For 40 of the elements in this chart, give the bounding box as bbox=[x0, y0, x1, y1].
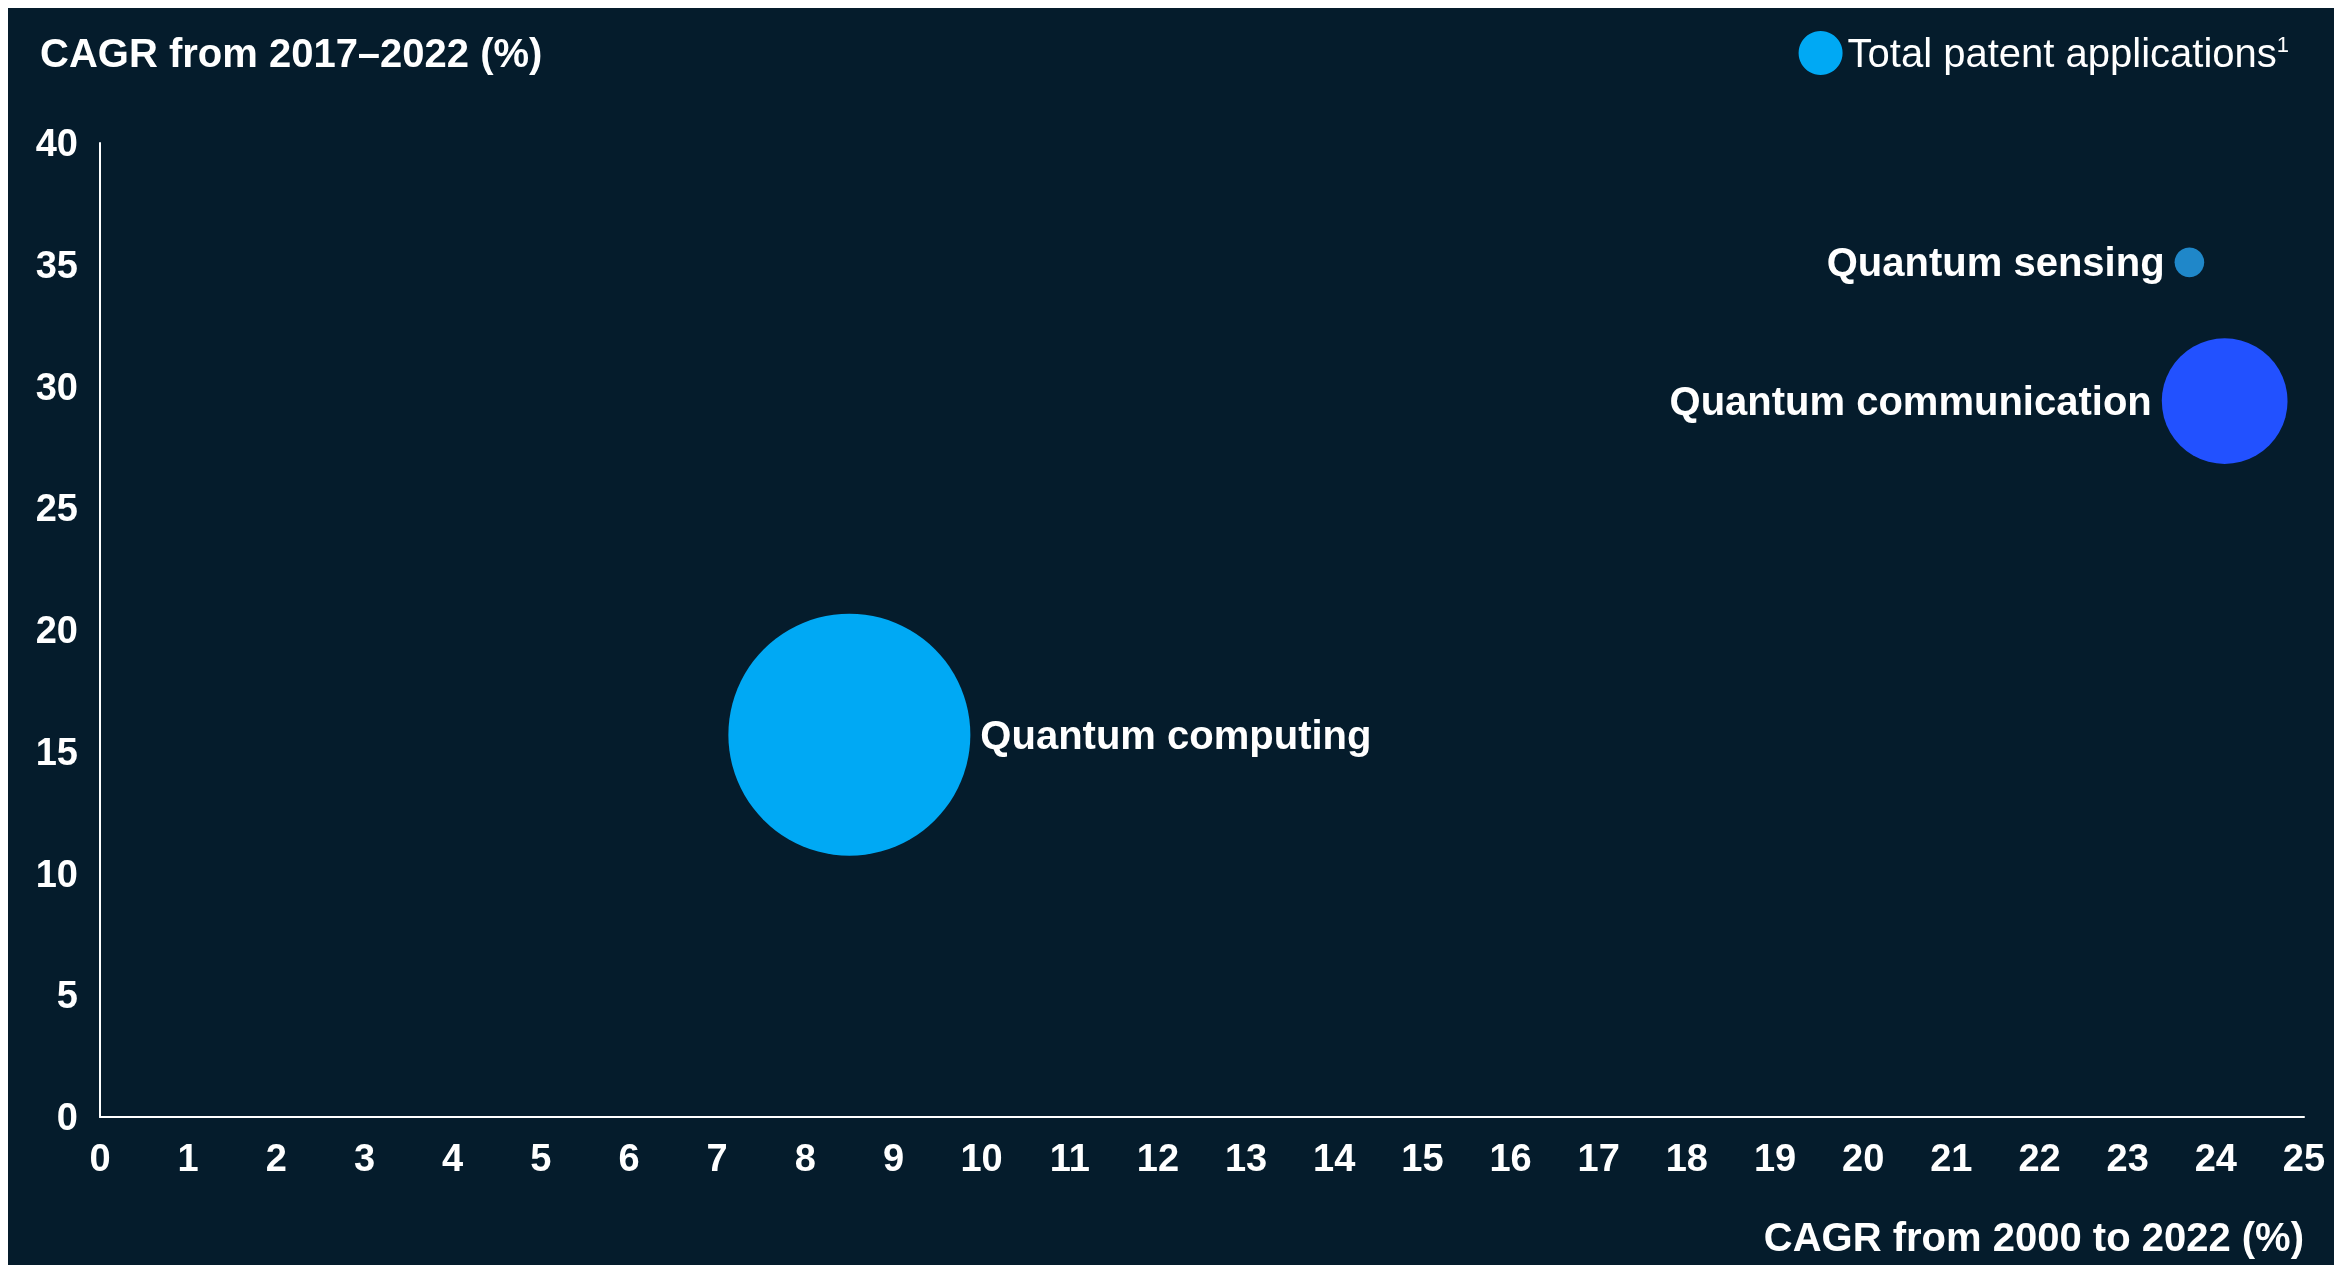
x-tick-label: 15 bbox=[1401, 1137, 1444, 1179]
annotation: Quantum computing bbox=[980, 712, 1372, 757]
annotation: Quantum sensing bbox=[1826, 240, 2165, 285]
y-tick-label: 20 bbox=[35, 609, 78, 651]
x-tick-label: 25 bbox=[2282, 1137, 2326, 1179]
x-tick-label: 16 bbox=[1489, 1137, 1532, 1179]
y-tick-label: 0 bbox=[56, 1096, 78, 1138]
x-tick-label: 22 bbox=[2018, 1137, 2061, 1179]
y-tick-label: 30 bbox=[35, 365, 78, 408]
x-tick-label: 0 bbox=[89, 1137, 111, 1179]
y-tick-label: 15 bbox=[35, 730, 78, 773]
x-tick-label: 19 bbox=[1753, 1137, 1797, 1179]
x-tick-label: 20 bbox=[1842, 1137, 1885, 1179]
x-tick-label: 8 bbox=[794, 1137, 816, 1179]
x-tick-label: 2 bbox=[265, 1137, 287, 1179]
annotation: Quantum communication bbox=[1669, 379, 2152, 424]
x-tick-label: 23 bbox=[2106, 1137, 2149, 1179]
x-tick-label: 5 bbox=[530, 1137, 552, 1179]
x-tick-label: 21 bbox=[1930, 1137, 1973, 1179]
x-tick-label: 13 bbox=[1224, 1137, 1268, 1179]
y-tick-label: 25 bbox=[35, 487, 78, 530]
x-tick-label: 11 bbox=[1049, 1137, 1090, 1179]
x-tick-label: 12 bbox=[1136, 1137, 1180, 1179]
x-tick-label: 9 bbox=[882, 1137, 905, 1179]
x-tick-label: 7 bbox=[706, 1137, 728, 1179]
x-tick-label: 10 bbox=[960, 1137, 1003, 1179]
x-tick-label: 18 bbox=[1665, 1137, 1709, 1179]
y-tick-label: 35 bbox=[35, 243, 78, 286]
x-tick-label: 1 bbox=[177, 1137, 199, 1179]
x-tick-label: 24 bbox=[2194, 1137, 2237, 1179]
y-tick-label: 40 bbox=[35, 122, 78, 164]
y-tick-label: 10 bbox=[35, 852, 78, 895]
x-tick-label: 4 bbox=[442, 1137, 464, 1179]
x-axis-title: CAGR from 2000 to 2022 (%) bbox=[1763, 1215, 2304, 1259]
x-tick-label: 3 bbox=[353, 1137, 376, 1179]
x-tick-label: 6 bbox=[618, 1137, 640, 1179]
x-tick-label: 17 bbox=[1577, 1137, 1620, 1179]
y-tick-label: 5 bbox=[56, 974, 78, 1017]
x-tick-label: 14 bbox=[1313, 1137, 1356, 1179]
y-axis-title: CAGR from 2017–2022 (%) bbox=[40, 31, 543, 75]
